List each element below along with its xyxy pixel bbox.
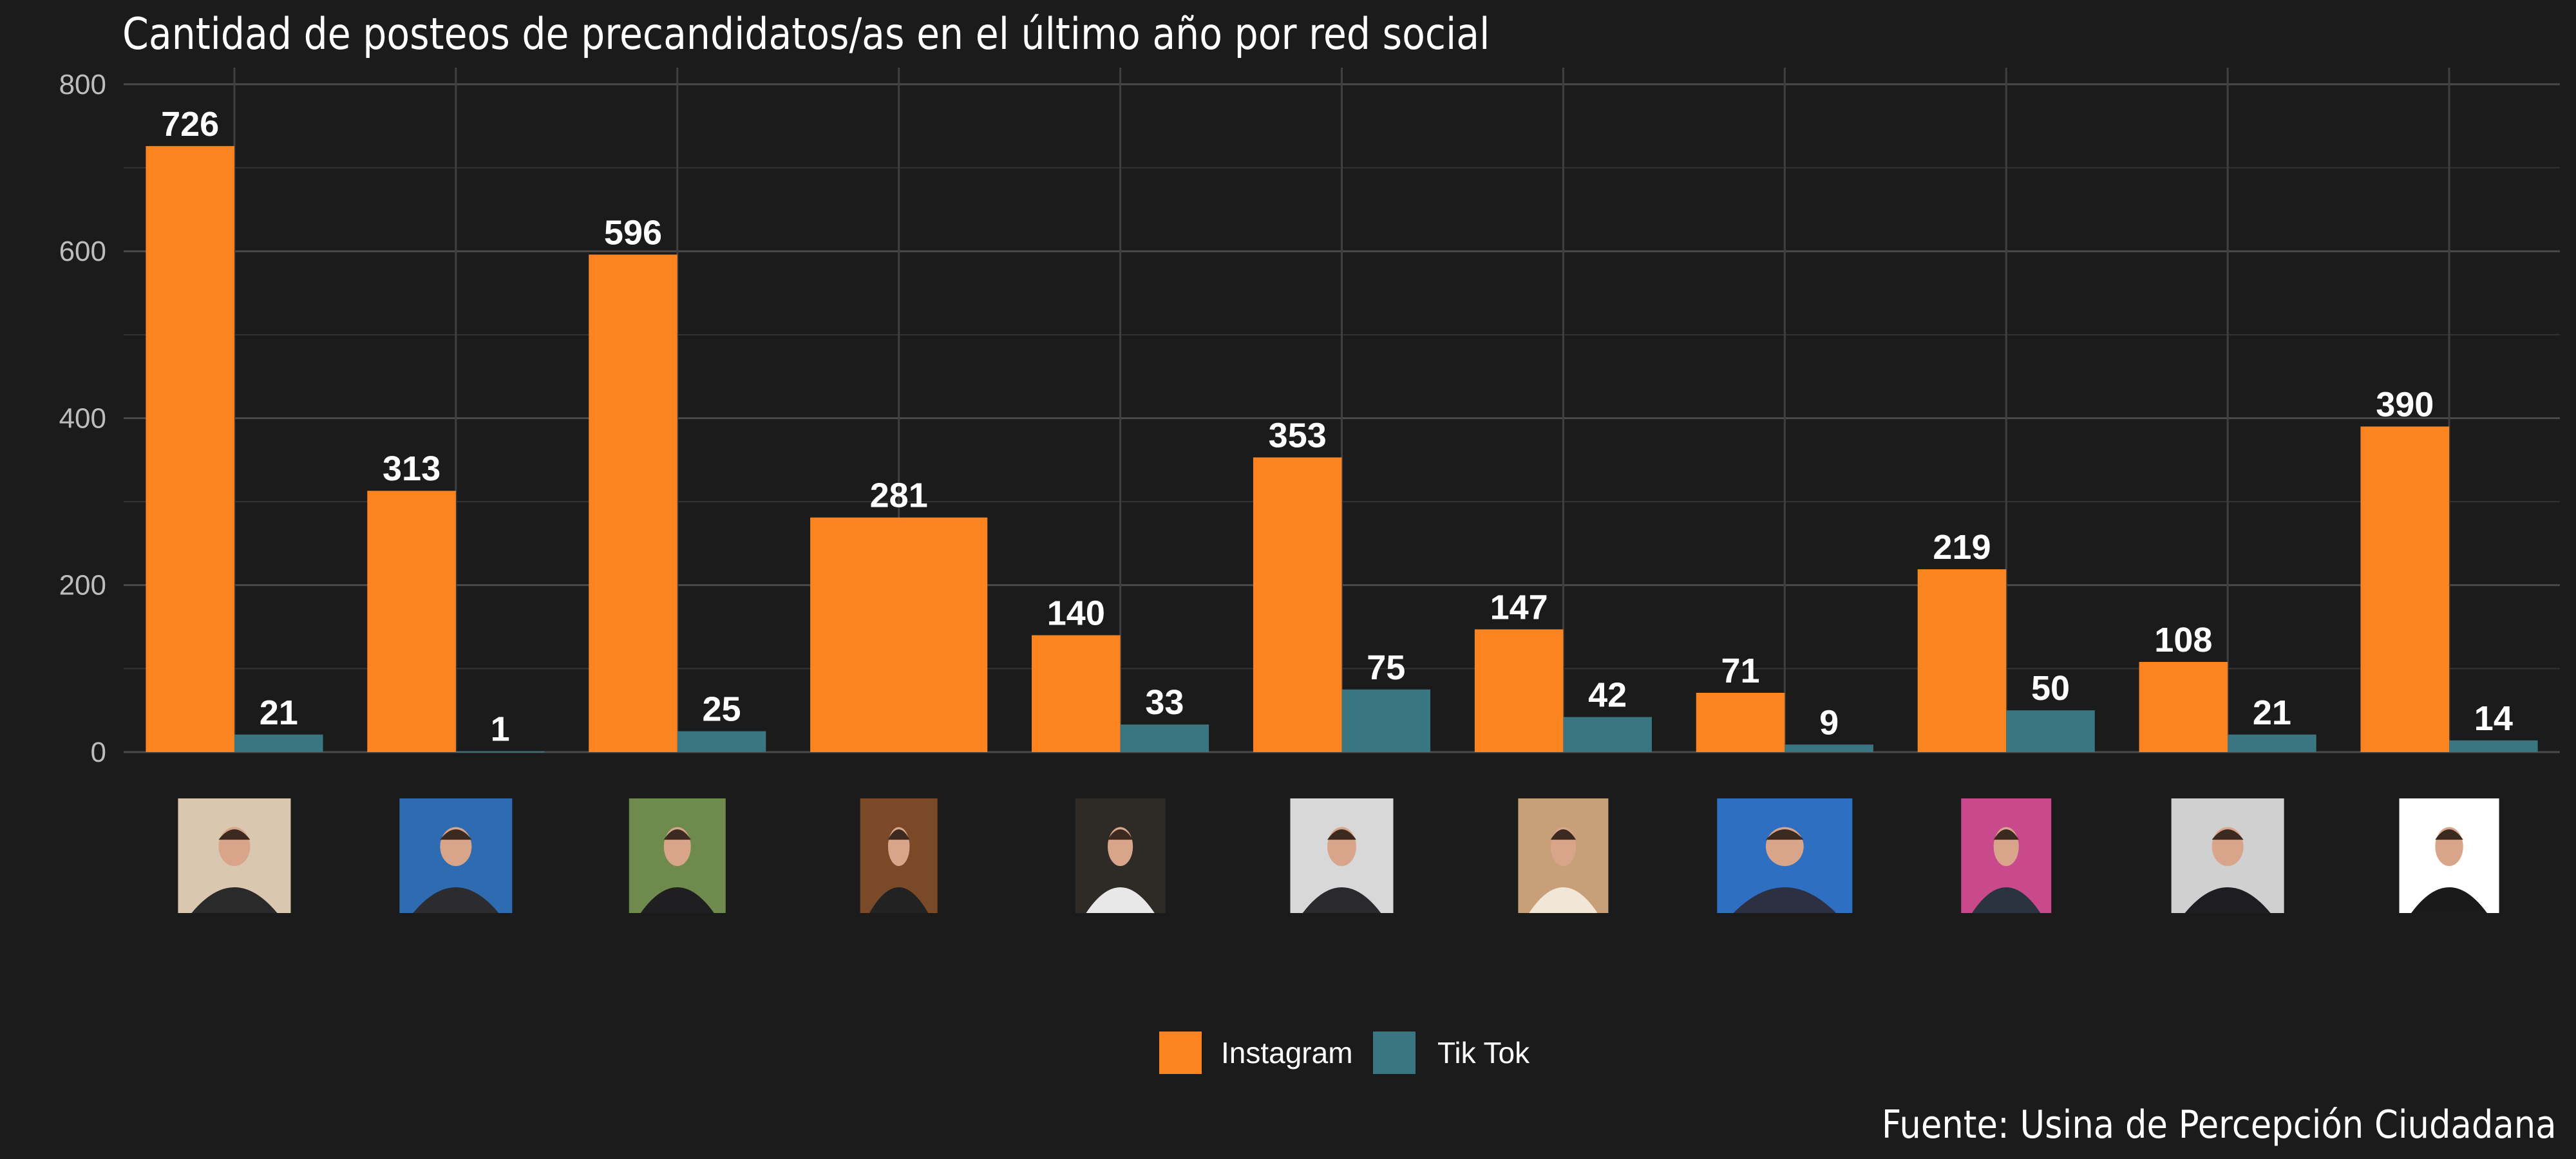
- man-suit-blue-background-photo: [399, 798, 513, 913]
- man-white-background-photo: [2399, 798, 2499, 913]
- man-at-desk-photo: [860, 798, 938, 913]
- tiktok-bar: [677, 731, 766, 752]
- instagram-bar: [1696, 692, 1785, 752]
- legend-label: Tik Tok: [1437, 1036, 1530, 1069]
- instagram-bar: [589, 254, 677, 752]
- photo-hair: [1765, 829, 1804, 840]
- instagram-value-label: 353: [1269, 416, 1327, 455]
- photo-hair: [887, 829, 910, 840]
- legend-swatch: [1373, 1032, 1416, 1074]
- instagram-bar: [1032, 635, 1121, 752]
- legend-item-instagram: Instagram: [1159, 1032, 1353, 1074]
- tiktok-value-label: 21: [2253, 693, 2291, 732]
- instagram-value-label: 147: [1490, 588, 1548, 627]
- bars: [146, 146, 2538, 753]
- photo-hair: [663, 829, 691, 840]
- instagram-value-label: 596: [604, 213, 662, 252]
- photo-hair: [440, 829, 472, 840]
- photo-hair: [1327, 829, 1356, 840]
- tiktok-value-label: 21: [260, 693, 298, 732]
- y-axis-ticks: 0 200 400 600 800: [59, 69, 106, 768]
- y-tick-label: 400: [59, 402, 106, 434]
- instagram-value-label: 281: [870, 476, 928, 515]
- instagram-value-label: 390: [2376, 385, 2434, 424]
- tiktok-bar: [455, 751, 545, 753]
- photo-hair: [1550, 829, 1577, 840]
- legend: Instagram Tik Tok: [1159, 1032, 1530, 1074]
- source-note: Fuente: Usina de Percepción Ciudadana: [1882, 1102, 2557, 1147]
- y-tick-label: 600: [59, 236, 106, 267]
- tiktok-bar: [1120, 724, 1209, 752]
- photo-hair: [1993, 829, 2019, 840]
- instagram-value-label: 71: [1721, 652, 1759, 690]
- legend-item-tiktok: Tik Tok: [1373, 1032, 1530, 1074]
- photo-body-silhouette: [1529, 887, 1598, 913]
- instagram-bar: [810, 517, 988, 752]
- man-pink-background-photo: [1961, 798, 2052, 913]
- photo-body-silhouette: [1972, 887, 2041, 913]
- tiktok-bar: [234, 734, 323, 752]
- tiktok-bar: [2449, 740, 2538, 752]
- tiktok-bar: [1563, 717, 1652, 752]
- tiktok-value-label: 50: [2031, 669, 2070, 708]
- photo-body-silhouette: [413, 887, 499, 913]
- man-hands-clasped-photo: [1290, 798, 1394, 913]
- photo-body-silhouette: [640, 887, 714, 913]
- instagram-bar: [2360, 426, 2450, 752]
- instagram-bar: [1474, 629, 1564, 752]
- chart-title: Cantidad de posteos de precandidatos/as …: [122, 9, 1490, 60]
- tiktok-value-label: 33: [1145, 683, 1184, 722]
- instagram-bar: [367, 491, 456, 752]
- instagram-value-label: 219: [1933, 528, 1991, 567]
- tiktok-value-label: 25: [703, 690, 741, 729]
- photo-hair: [2435, 829, 2463, 840]
- photo-hair: [218, 829, 251, 840]
- legend-swatch: [1159, 1032, 1202, 1074]
- tiktok-bar: [2006, 710, 2095, 752]
- woman-speaking-microphone-photo: [1518, 798, 1609, 913]
- tiktok-bar: [1785, 744, 1873, 752]
- instagram-value-label: 140: [1047, 594, 1105, 633]
- tiktok-value-label: 14: [2474, 699, 2513, 738]
- photo-body-silhouette: [191, 887, 278, 913]
- man-tv-studio-photo: [1717, 798, 1853, 913]
- tiktok-value-label: 1: [491, 710, 510, 749]
- tiktok-value-label: 9: [1819, 703, 1839, 742]
- instagram-value-label: 108: [2154, 621, 2212, 659]
- photo-body-silhouette: [1733, 887, 1837, 913]
- photo-body-silhouette: [2411, 887, 2487, 913]
- photo-body-silhouette: [869, 887, 929, 913]
- y-tick-label: 0: [91, 737, 106, 768]
- photo-hair: [1107, 829, 1133, 840]
- instagram-bar: [1253, 457, 1342, 752]
- tiktok-value-label: 42: [1588, 676, 1627, 715]
- photo-body-silhouette: [1302, 887, 1381, 913]
- man-grey-background-photo: [2171, 798, 2284, 913]
- tiktok-bar: [2228, 734, 2316, 752]
- tiktok-bar: [1341, 689, 1431, 752]
- y-tick-label: 800: [59, 69, 106, 100]
- instagram-bar: [1917, 569, 2007, 752]
- bar-value-labels: 726 21 313 1 596 25 281 140 33 353 75 147 42 71 9 219 50…: [161, 105, 2513, 749]
- y-tick-label: 200: [59, 570, 106, 601]
- photo-body-silhouette: [1086, 887, 1155, 913]
- woman-at-desk-photo: [178, 798, 291, 913]
- instagram-bar: [146, 146, 234, 753]
- instagram-bar: [2139, 661, 2228, 752]
- photo-hair: [2211, 829, 2244, 840]
- man-applauding-photo: [629, 798, 726, 913]
- tiktok-value-label: 75: [1367, 648, 1405, 687]
- candidate-photos: [178, 798, 2499, 913]
- instagram-value-label: 313: [383, 449, 440, 488]
- instagram-value-label: 726: [161, 105, 219, 144]
- man-speaking-microphone-photo: [1075, 798, 1166, 913]
- photo-body-silhouette: [2184, 887, 2271, 913]
- legend-label: Instagram: [1221, 1036, 1353, 1069]
